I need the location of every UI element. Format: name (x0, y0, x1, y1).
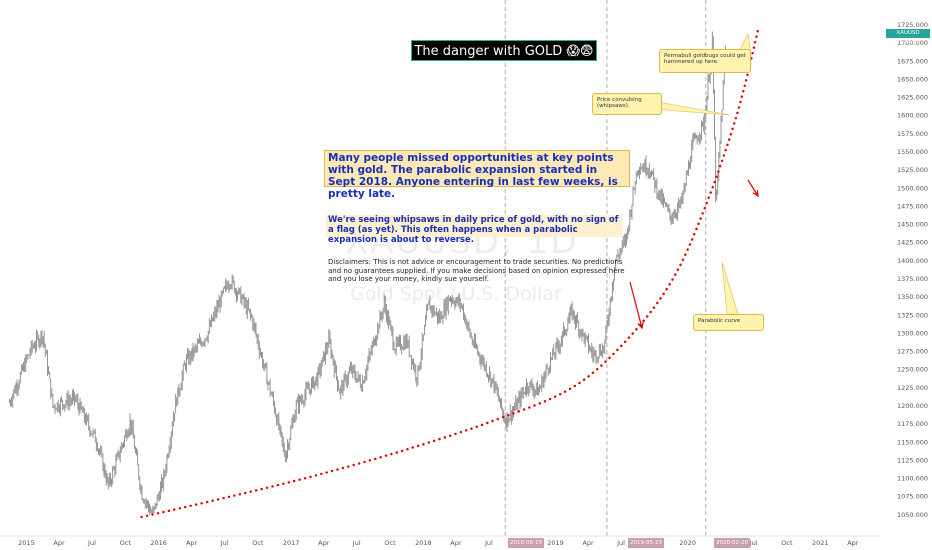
y-axis: 1050.000 1075.000 1100.000 1125.000 1150.000… (897, 21, 928, 519)
price-tag: XAUUSD 06:48:46 (886, 29, 930, 45)
price-tag-time: 06:48:46 (895, 39, 921, 45)
y-tick-label: 1525.000 (897, 166, 928, 174)
arrow-sept-2018-head (637, 321, 644, 330)
y-tick-label: 1150.000 (897, 438, 928, 446)
x-tick-label: Apr (318, 539, 330, 547)
y-tick-label: 1675.000 (897, 57, 928, 65)
y-tick-label: 1350.000 (897, 293, 928, 301)
y-tick-label: 1700.000 (897, 39, 928, 47)
x-tick-label: Jul (484, 539, 493, 547)
x-tick-label: Jul (220, 539, 229, 547)
y-tick-label: 1250.000 (897, 366, 928, 374)
y-tick-label: 1100.000 (897, 475, 928, 483)
y-tick-label: 1575.000 (897, 130, 928, 138)
x-tick-label: Apr (582, 539, 594, 547)
y-tick-label: 1175.000 (897, 420, 928, 428)
x-tick-label: Jul (616, 539, 625, 547)
x-tick-label: 2019 (547, 539, 564, 547)
y-tick-label: 1050.000 (897, 511, 928, 519)
y-tick-label: 1500.000 (897, 184, 928, 192)
x-tick-label: 2018 (415, 539, 432, 547)
note-parabolic-expansion: Many people missed opportunities at key … (324, 150, 630, 200)
x-tick-label: Oct (252, 539, 264, 547)
callout-parabolic: Parabolic curve (693, 314, 764, 331)
date-tag-2: 2019-05-23 (628, 538, 664, 548)
y-tick-label: 1450.000 (897, 221, 928, 229)
x-tick-label: Oct (781, 539, 793, 547)
callout-permabull: Permabull goldbugs could get hammered up… (659, 49, 751, 73)
y-tick-label: 1125.000 (897, 456, 928, 464)
price-series (8, 31, 726, 516)
x-tick-label: Apr (847, 539, 859, 547)
x-tick-label: Jul (87, 539, 96, 547)
arrow-sept-2018 (629, 281, 643, 329)
arrow-march-2020-head (752, 189, 759, 198)
y-tick-label: 1725.000 (897, 21, 928, 29)
name-watermark: Gold Spot / U.S. Dollar (350, 283, 562, 305)
y-tick-label: 1425.000 (897, 239, 928, 247)
x-tick-label: Jul (352, 539, 361, 547)
y-tick-label: 1400.000 (897, 257, 928, 265)
callout-parabolic-pointer (721, 261, 739, 315)
y-tick-label: 1625.000 (897, 94, 928, 102)
callout-convulsing-pointer (651, 100, 731, 116)
x-tick-label: 2016 (150, 539, 167, 547)
x-tick-label: 2017 (283, 539, 300, 547)
x-tick-label: Apr (53, 539, 65, 547)
y-tick-label: 1225.000 (897, 384, 928, 392)
x-tick-label: Jul (749, 539, 758, 547)
x-tick-label: 2015 (18, 539, 35, 547)
arrow-march-2020 (747, 179, 759, 197)
callout-convulsing: Price convulsing (whipsaws). (592, 93, 662, 115)
x-tick-label: Oct (120, 539, 132, 547)
y-tick-label: 1075.000 (897, 493, 928, 501)
x-tick-label: 2021 (812, 539, 829, 547)
note-disclaimer: Disclaimers: This is not advice or encou… (328, 258, 625, 283)
price-tag-symbol: XAUUSD (896, 30, 920, 36)
x-tick-label: Apr (186, 539, 198, 547)
y-tick-label: 1375.000 (897, 275, 928, 283)
y-tick-label: 1600.000 (897, 112, 928, 120)
y-tick-label: 1475.000 (897, 202, 928, 210)
y-tick-label: 1325.000 (897, 311, 928, 319)
y-tick-label: 1200.000 (897, 402, 928, 410)
date-tag-3: 2020-02-20 (714, 538, 750, 548)
y-tick-label: 1275.000 (897, 348, 928, 356)
x-tick-label: Apr (450, 539, 462, 547)
x-tick-label: 2020 (679, 539, 696, 547)
y-tick-label: 1300.000 (897, 329, 928, 337)
y-tick-label: 1650.000 (897, 75, 928, 83)
y-tick-label: 1550.000 (897, 148, 928, 156)
chart-title: The danger with GOLD 😱😨 (411, 40, 597, 61)
note-whipsaw: We're seeing whipsaws in daily price of … (326, 215, 622, 245)
x-tick-label: Oct (384, 539, 396, 547)
date-tag-1: 2018-08-15 (508, 538, 544, 548)
